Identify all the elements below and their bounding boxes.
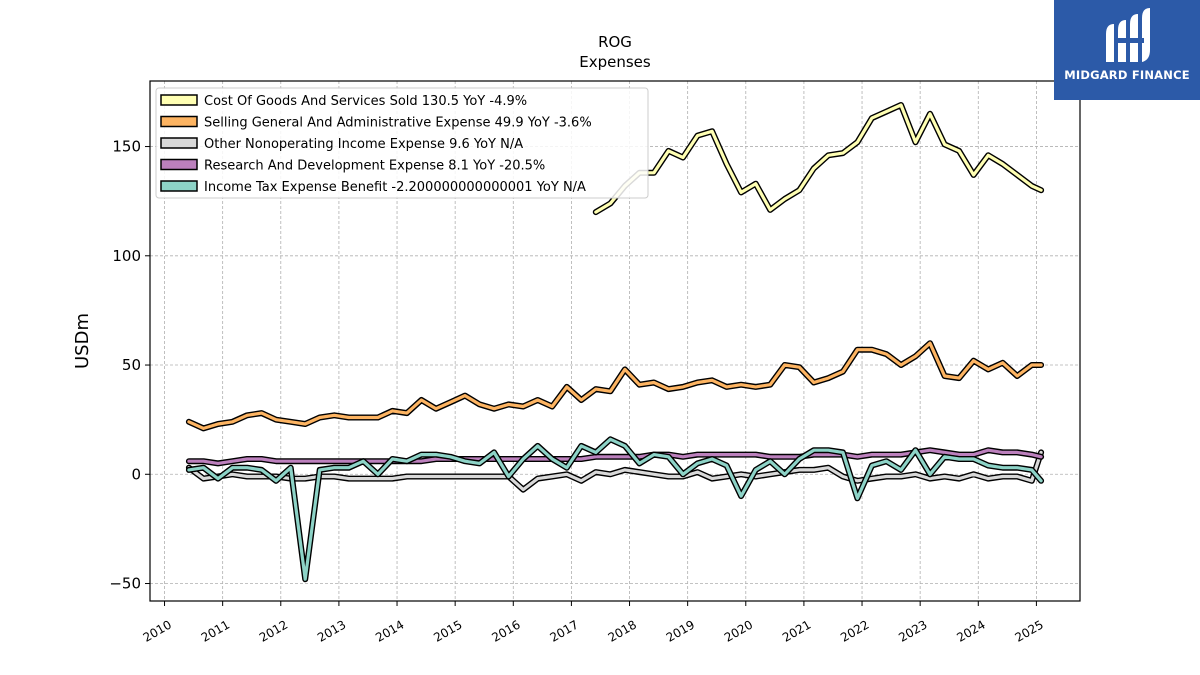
y-tick-label: −50: [109, 575, 141, 593]
legend-label-2: Other Nonoperating Income Expense 9.6 Yo…: [204, 137, 523, 152]
legend-label-0: Cost Of Goods And Services Sold 130.5 Yo…: [204, 94, 527, 109]
series-line-2: [187, 450, 1043, 492]
x-tick-label: 2022: [838, 617, 871, 644]
x-tick-label: 2019: [664, 617, 697, 644]
legend-label-1: Selling General And Administrative Expen…: [204, 116, 592, 131]
x-tick-label: 2015: [431, 617, 464, 644]
x-tick-label: 2011: [199, 617, 232, 644]
series-line-1: [187, 341, 1043, 430]
brand-logo: MIDGARD FINANCE: [1054, 0, 1200, 100]
brand-name: MIDGARD FINANCE: [1064, 68, 1190, 82]
series-line-4: [187, 437, 1043, 581]
x-tick-label: 2025: [1012, 617, 1045, 644]
x-tick-label: 2020: [722, 617, 755, 644]
chart-subtitle: Expenses: [579, 53, 651, 71]
legend-swatch-1: [160, 115, 198, 128]
plot-frame: [149, 80, 1081, 602]
chart-title: ROG: [598, 33, 632, 51]
x-tick-label: 2013: [315, 617, 348, 644]
series-lines: [185, 102, 1045, 583]
legend-label-4: Income Tax Expense Benefit -2.2000000000…: [204, 180, 586, 195]
series-line-0: [594, 103, 1043, 214]
x-tick-label: 2012: [257, 617, 290, 644]
x-tick-label: 2018: [606, 617, 639, 644]
x-tick-label: 2023: [896, 617, 929, 644]
y-tick-label: 0: [131, 465, 141, 483]
x-tick-label: 2010: [141, 617, 174, 644]
x-tick-label: 2024: [954, 617, 987, 644]
x-tick-label: 2014: [373, 617, 406, 644]
x-tick-label: 2021: [780, 617, 813, 644]
legend: Cost Of Goods And Services Sold 130.5 Yo…: [155, 87, 649, 199]
legend-swatch-2: [160, 137, 198, 149]
x-tick-label: 2017: [547, 617, 580, 644]
y-axis-label: USDm: [72, 313, 93, 369]
midgard-logo-icon: [1106, 8, 1150, 62]
axis-ticks: −50 0 50 100 150 2010 2011 2012 2013 2014 2015 2016…: [109, 138, 1046, 645]
legend-swatch-0: [160, 94, 198, 106]
x-tick-label: 2016: [489, 617, 522, 644]
y-tick-label: 150: [112, 138, 141, 156]
legend-label-3: Research And Development Expense 8.1 YoY…: [204, 159, 545, 174]
legend-swatch-3: [160, 158, 198, 171]
series-line-3: [187, 448, 1043, 465]
y-tick-label: 50: [122, 356, 141, 374]
legend-box: [155, 87, 649, 199]
y-tick-label: 100: [112, 247, 141, 265]
legend-swatch-4: [160, 180, 198, 192]
